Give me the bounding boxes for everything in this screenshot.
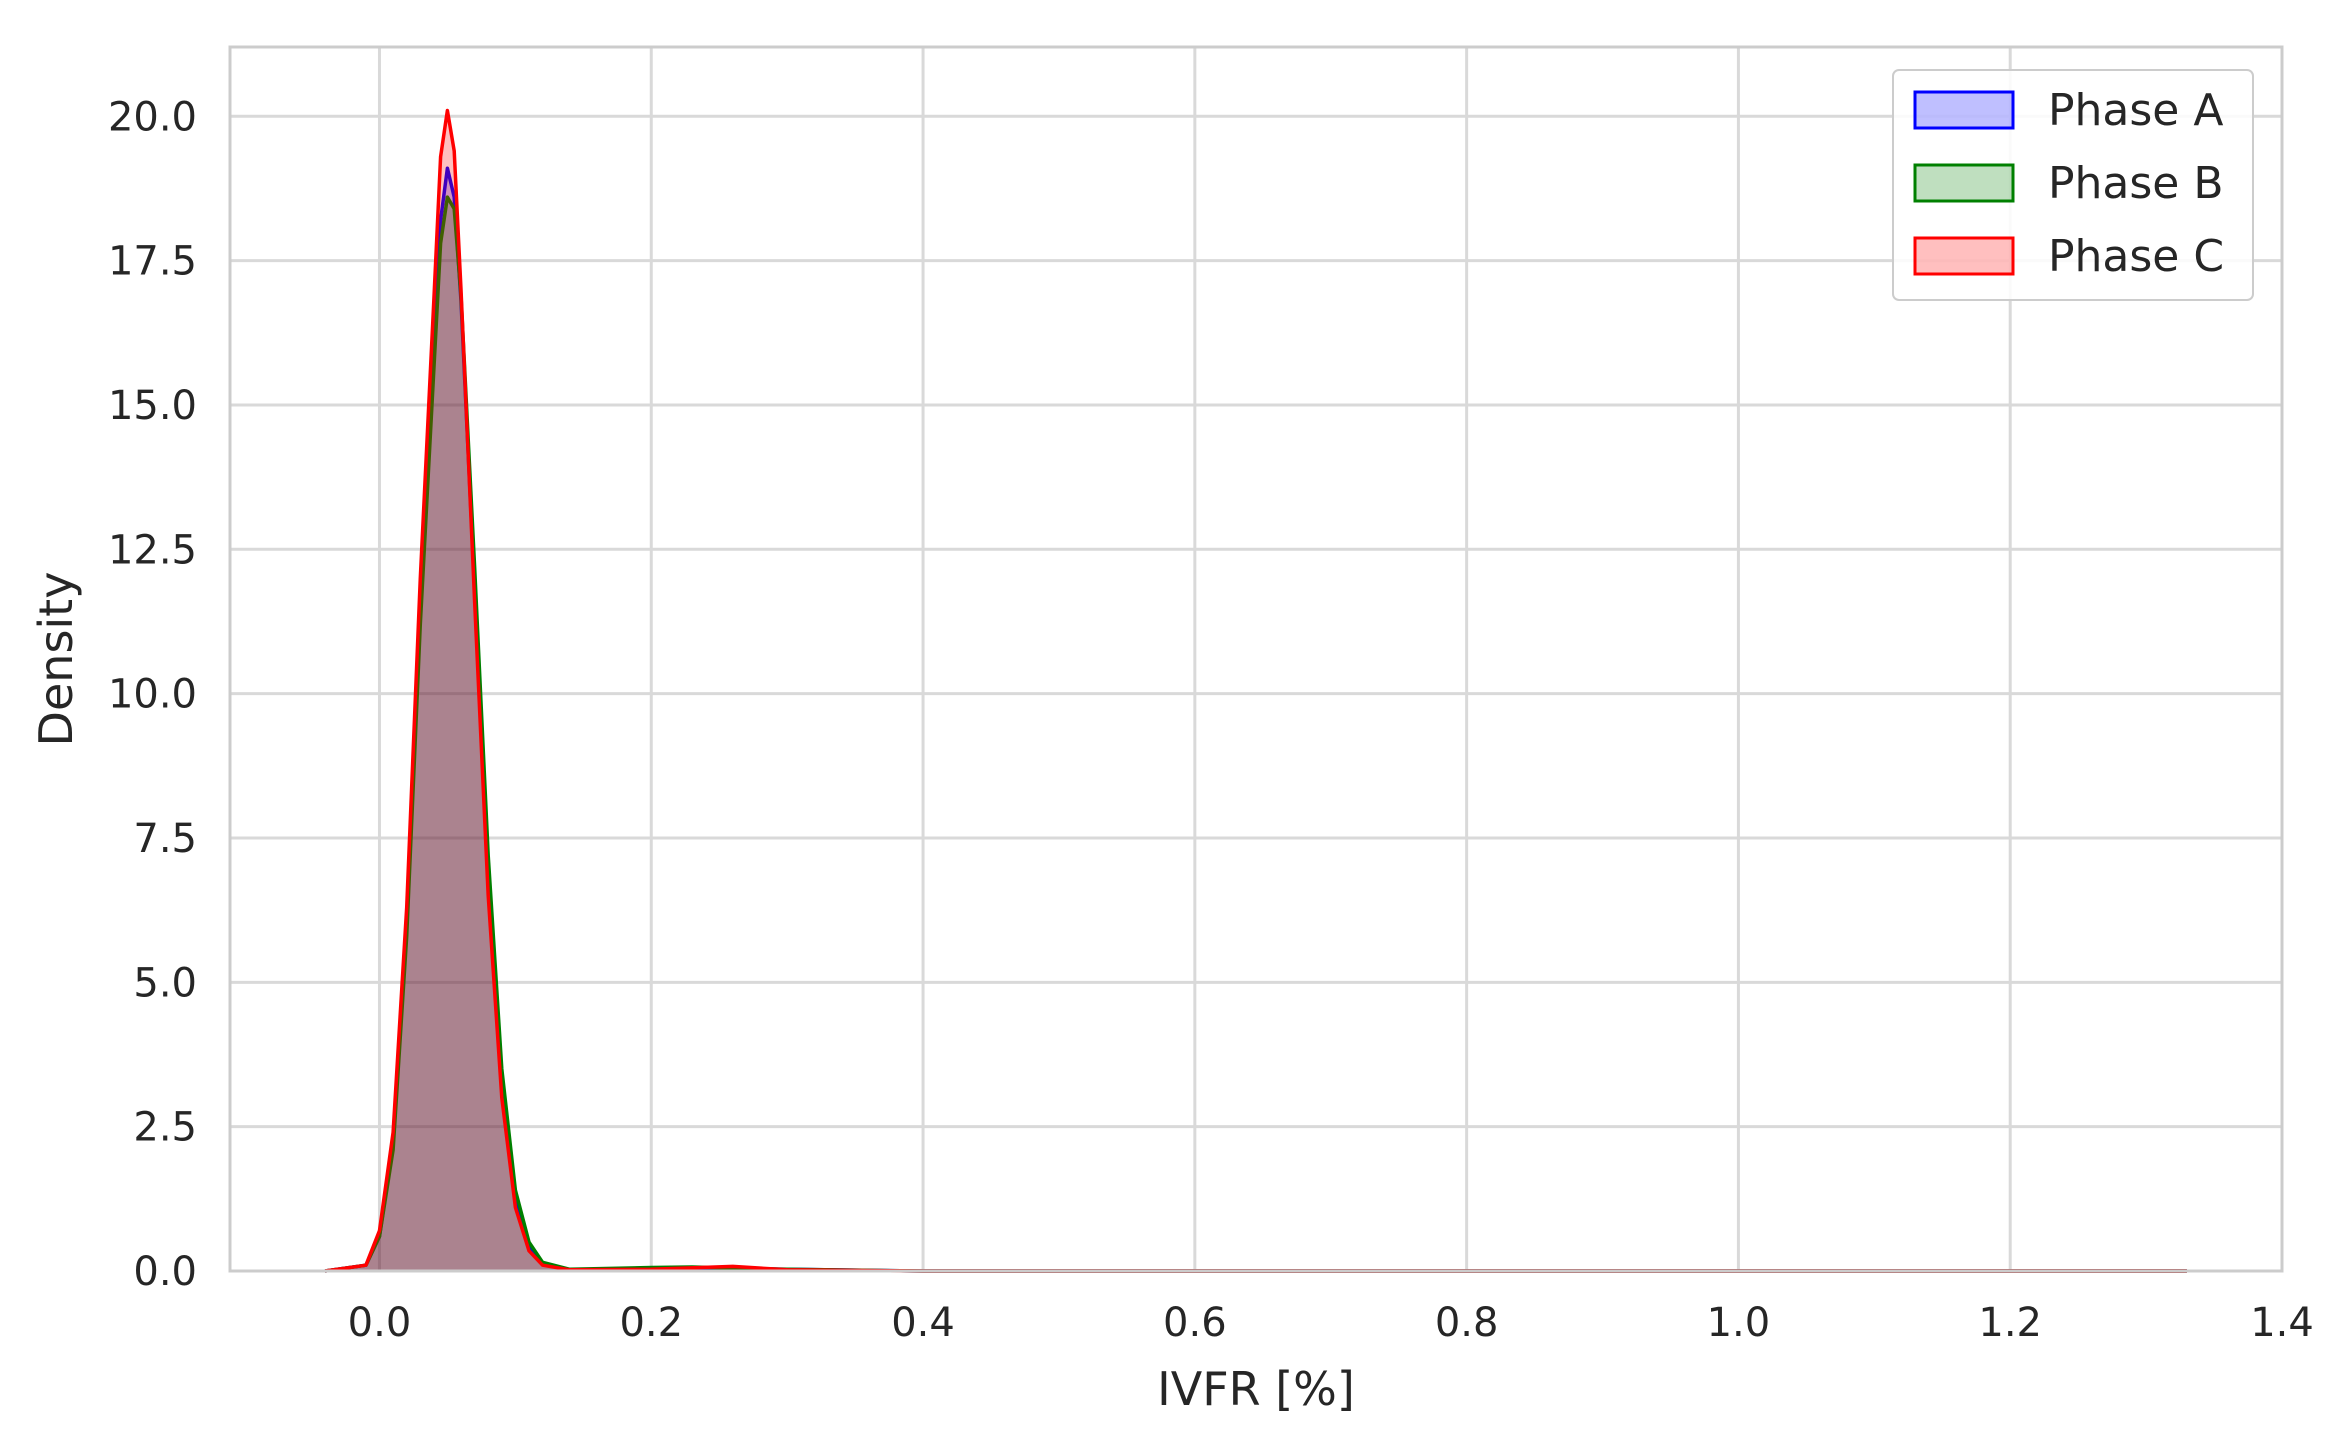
x-tick-label: 0.8	[1435, 1300, 1499, 1346]
y-tick-label: 15.0	[108, 383, 197, 429]
x-tick-label: 0.6	[1163, 1300, 1227, 1346]
series-line-1	[324, 166, 2187, 1273]
legend-swatch	[1913, 163, 2015, 203]
x-tick-label: 1.0	[1707, 1300, 1771, 1346]
y-tick-label: 10.0	[108, 672, 197, 718]
y-tick-label: 0.0	[133, 1249, 197, 1295]
x-tick-label: 0.4	[891, 1300, 955, 1346]
y-tick-label: 2.5	[133, 1105, 197, 1151]
y-tick-label: 20.0	[108, 94, 197, 140]
x-tick-label: 1.4	[2250, 1300, 2314, 1346]
x-tick-label: 1.2	[1978, 1300, 2042, 1346]
legend-swatch	[1913, 90, 2015, 130]
legend-entries: Phase A Phase B Phase C	[1913, 85, 2224, 282]
x-axis-label: IVFR [%]	[1157, 1362, 1355, 1416]
x-tick-label: 0.0	[348, 1300, 412, 1346]
y-tick-label: 7.5	[133, 816, 197, 862]
legend-label: Phase C	[2048, 231, 2224, 282]
series-area-1	[325, 168, 2187, 1272]
y-tick-labels: 0.0 2.5 5.0 7.5 10.0 12.5 15.0 17.5 20.0	[108, 94, 197, 1295]
x-tick-labels: 0.0 0.2 0.4 0.6 0.8 1.0 1.2 1.4	[348, 1300, 2314, 1346]
y-tick-label: 5.0	[133, 960, 197, 1006]
y-tick-label: 12.5	[108, 527, 197, 573]
legend-swatch	[1913, 236, 2015, 276]
legend: Phase A Phase B Phase C	[1892, 69, 2254, 301]
plot-frame	[228, 45, 2284, 1273]
series-area-2	[325, 197, 2187, 1272]
y-axis-label: Density	[29, 572, 83, 747]
legend-label: Phase B	[2048, 158, 2224, 209]
y-tick-label: 17.5	[108, 239, 197, 285]
x-tick-label: 0.2	[619, 1300, 683, 1346]
legend-label: Phase A	[2048, 85, 2223, 136]
series-line-2	[324, 195, 2187, 1273]
